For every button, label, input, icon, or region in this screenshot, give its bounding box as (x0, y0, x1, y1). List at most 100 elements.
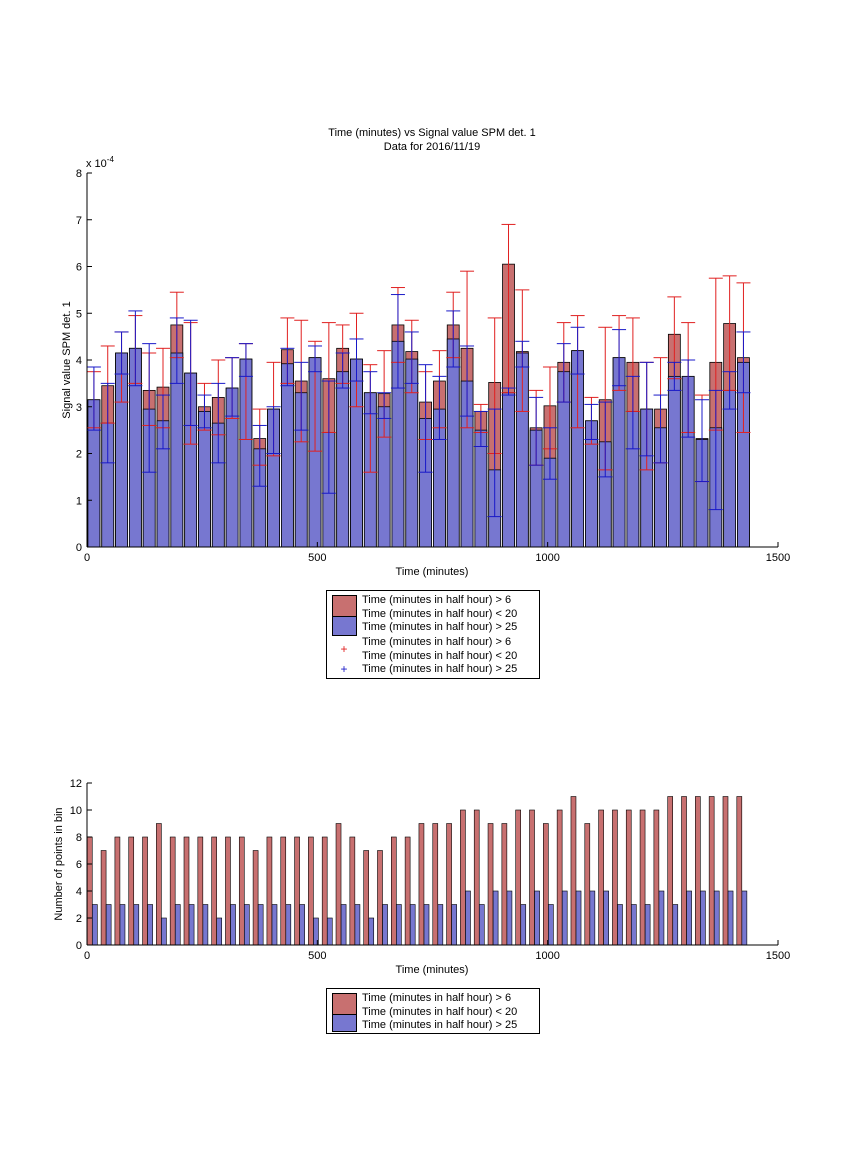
count-bar-red (294, 836, 300, 946)
count-bar-red (142, 836, 148, 946)
legend1-red-err-label: Time (minutes in half hour) > 6 Time (mi… (362, 636, 518, 662)
count-bar-blue (257, 904, 264, 946)
count-bar-red (238, 836, 245, 946)
chart1-y-tick-label: 0 (76, 542, 82, 554)
count-bar-red (722, 796, 729, 946)
count-bar-blue (451, 904, 457, 946)
chart1-axes: 0 500 1000 1500 0 1 2 3 4 5 6 7 8 (76, 168, 790, 564)
chart1-y-tick-label: 3 (76, 402, 82, 414)
chart1-y-tick-label: 1 (76, 495, 82, 507)
chart2-x-tick-label: 0 (84, 950, 90, 962)
chart1-exponent-base: x 10 (86, 158, 107, 170)
count-bar-red (708, 796, 715, 946)
chart2-y-tick-label: 10 (70, 805, 82, 817)
count-bar-blue (133, 904, 140, 946)
chart2-y-tick-label: 8 (76, 832, 82, 844)
count-bar-blue (326, 917, 333, 946)
count-bar-red (197, 836, 204, 946)
count-bar-red (681, 796, 687, 946)
chart2-y-tick-label: 4 (76, 886, 82, 898)
count-bar-blue (285, 904, 292, 946)
legend2-blue-label: Time (minutes in half hour) > 25 (362, 1019, 518, 1031)
chart2-y-tick-label: 0 (76, 940, 82, 952)
legend1-blue-swatch (332, 616, 357, 636)
count-bar-blue (202, 904, 209, 946)
count-bar-blue (713, 890, 720, 946)
chart1-x-tick-label: 1000 (535, 552, 559, 564)
count-bar-blue (244, 904, 250, 946)
chart1-x-tick-label: 0 (84, 552, 90, 564)
count-bar-red (349, 836, 356, 946)
count-bar-blue (644, 904, 651, 946)
count-bar-red (308, 836, 314, 946)
count-chart: 0 500 1000 1500 0 2 4 6 8 10 12 Time (minutes) Num… (53, 778, 790, 976)
chart1-y-tick-label: 5 (76, 308, 82, 320)
bar-blue (723, 389, 737, 548)
chart2-x-tick-label: 1000 (535, 950, 559, 962)
signal-chart: Time (minutes) vs Signal value SPM det. … (61, 127, 790, 578)
chart1-title: Time (minutes) vs Signal value SPM det. … (328, 127, 535, 139)
count-bar-red (612, 809, 618, 946)
legend1-blue-bar-label: Time (minutes in half hour) > 25 (362, 621, 518, 633)
count-bar-red (211, 836, 217, 946)
chart1-xlabel: Time (minutes) (396, 566, 469, 578)
count-bar-blue (396, 904, 402, 946)
chart2-plot-area (86, 796, 748, 946)
bar-blue (667, 375, 681, 548)
count-bar-red (653, 809, 660, 946)
count-bar-blue (271, 904, 278, 946)
count-bar-blue (589, 890, 596, 946)
count-bar-red (598, 809, 604, 946)
count-bar-blue (700, 890, 706, 946)
count-bar-red (570, 796, 577, 946)
count-bar-blue (686, 890, 692, 946)
chart2-ylabel: Number of points in bin (53, 807, 65, 920)
count-bar-red (100, 850, 107, 946)
count-bar-red (128, 836, 135, 946)
count-bar-red (169, 836, 176, 946)
count-bar-blue (548, 904, 554, 946)
count-bar-blue (423, 904, 430, 946)
count-bar-red (183, 836, 190, 946)
legend1-blue-plus-icon: + (340, 662, 348, 676)
count-bar-red (432, 823, 439, 946)
chart1-y-tick-label: 8 (76, 168, 82, 180)
count-bar-blue (478, 904, 485, 946)
count-bar-blue (409, 904, 416, 946)
count-bar-blue (161, 917, 167, 946)
count-bar-red (515, 809, 521, 946)
count-bar-red (156, 823, 162, 946)
count-bar-red (280, 836, 287, 946)
count-bar-blue (603, 890, 609, 946)
chart1-exponent: x 10-4 (86, 155, 114, 170)
count-bar-red (473, 809, 480, 946)
count-bar-red (667, 796, 674, 946)
count-bar-blue (741, 890, 748, 946)
count-bar-red (639, 809, 646, 946)
count-bar-red (391, 836, 397, 946)
chart2-y-tick-label: 6 (76, 859, 82, 871)
count-bar-red (225, 836, 231, 946)
count-bar-blue (340, 904, 347, 946)
count-bar-red (460, 809, 466, 946)
chart1-y-tick-label: 6 (76, 262, 82, 274)
chart1-plot-area (86, 223, 751, 548)
count-bar-red (321, 836, 328, 946)
chart1-y-tick-label: 2 (76, 449, 82, 461)
count-bar-red (252, 850, 259, 946)
legend2-blue-swatch (332, 1014, 357, 1032)
legend1-red-bar-label: Time (minutes in half hour) > 6 Time (mi… (362, 594, 518, 620)
count-bar-red (404, 836, 411, 946)
count-bar-blue (92, 904, 98, 946)
bar-blue (502, 392, 515, 548)
chart2-xlabel: Time (minutes) (396, 964, 469, 976)
chart2-legend: Time (minutes in half hour) > 6 Time (mi… (326, 988, 540, 1034)
chart2-x-tick-label: 1500 (766, 950, 790, 962)
count-bar-blue (561, 890, 568, 946)
count-bar-red (377, 850, 383, 946)
legend1-blue-err-label: Time (minutes in half hour) > 25 (362, 663, 518, 675)
count-bar-blue (354, 904, 361, 946)
count-bar-red (736, 796, 743, 946)
count-bar-blue (299, 904, 305, 946)
